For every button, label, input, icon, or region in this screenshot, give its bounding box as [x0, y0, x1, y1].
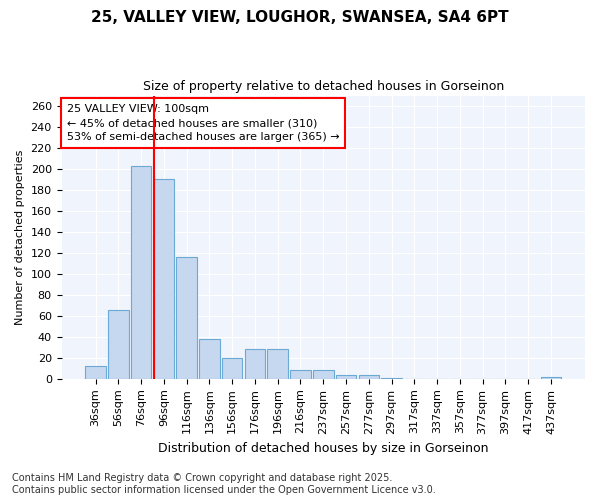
Bar	[382, 378, 402, 379]
Bar	[85, 366, 106, 379]
Bar	[336, 374, 356, 379]
Bar	[176, 257, 197, 379]
Bar	[131, 166, 151, 379]
Text: 25, VALLEY VIEW, LOUGHOR, SWANSEA, SA4 6PT: 25, VALLEY VIEW, LOUGHOR, SWANSEA, SA4 6…	[91, 10, 509, 25]
Bar	[541, 376, 561, 379]
Title: Size of property relative to detached houses in Gorseinon: Size of property relative to detached ho…	[143, 80, 504, 93]
Bar	[222, 358, 242, 379]
Bar	[154, 180, 174, 379]
X-axis label: Distribution of detached houses by size in Gorseinon: Distribution of detached houses by size …	[158, 442, 488, 455]
Bar	[313, 370, 334, 379]
Bar	[359, 374, 379, 379]
Bar	[245, 350, 265, 379]
Bar	[290, 370, 311, 379]
Bar	[108, 310, 128, 379]
Y-axis label: Number of detached properties: Number of detached properties	[15, 150, 25, 325]
Text: 25 VALLEY VIEW: 100sqm
← 45% of detached houses are smaller (310)
53% of semi-de: 25 VALLEY VIEW: 100sqm ← 45% of detached…	[67, 104, 340, 142]
Text: Contains HM Land Registry data © Crown copyright and database right 2025.
Contai: Contains HM Land Registry data © Crown c…	[12, 474, 436, 495]
Bar	[199, 339, 220, 379]
Bar	[268, 350, 288, 379]
